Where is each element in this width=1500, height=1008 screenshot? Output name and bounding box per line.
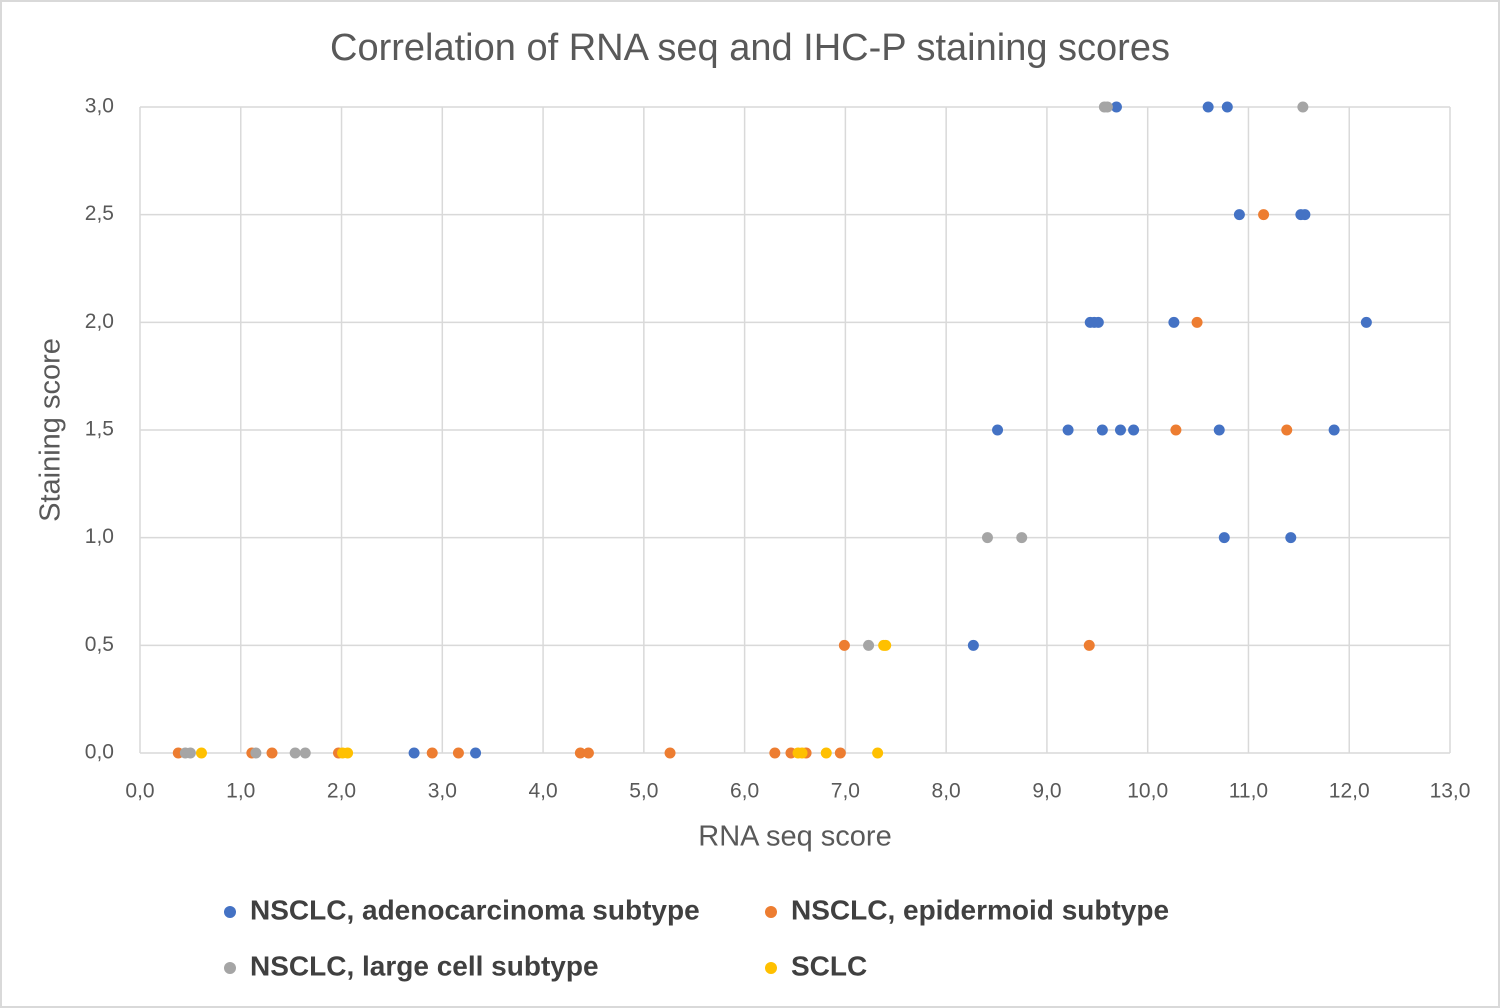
data-point	[863, 639, 875, 651]
data-point	[299, 747, 311, 759]
y-tick-label: 2,0	[85, 310, 114, 333]
data-point	[1202, 101, 1214, 113]
x-tick-label: 1,0	[226, 780, 255, 803]
legend-marker	[765, 962, 777, 974]
x-axis-title: RNA seq score	[698, 821, 891, 853]
legend-marker	[224, 962, 236, 974]
data-point	[1114, 424, 1126, 436]
data-point	[582, 747, 594, 759]
data-point	[195, 747, 207, 759]
data-point	[184, 747, 196, 759]
data-point	[452, 747, 464, 759]
chart-title: Correlation of RNA seq and IHC-P stainin…	[330, 27, 1170, 69]
data-point	[1016, 532, 1028, 544]
x-tick-label: 12,0	[1329, 780, 1370, 803]
x-tick-label: 0,0	[125, 780, 154, 803]
x-tick-label: 2,0	[327, 780, 356, 803]
legend-marker	[224, 906, 236, 918]
data-point	[289, 747, 301, 759]
data-point	[967, 639, 979, 651]
data-point	[796, 747, 808, 759]
data-point	[1281, 424, 1293, 436]
data-point	[470, 747, 482, 759]
data-point	[426, 747, 438, 759]
data-point	[664, 747, 676, 759]
data-point	[1083, 639, 1095, 651]
legend-marker	[765, 906, 777, 918]
data-point	[1101, 101, 1113, 113]
data-point	[1360, 316, 1372, 328]
data-point	[1221, 101, 1233, 113]
y-tick-label: 1,5	[85, 418, 114, 441]
y-tick-label: 3,0	[85, 95, 114, 118]
data-point	[1096, 424, 1108, 436]
data-point	[1297, 101, 1309, 113]
data-point	[1128, 424, 1140, 436]
x-tick-label: 4,0	[528, 780, 557, 803]
y-tick-label: 1,0	[85, 525, 114, 548]
y-tick-label: 0,5	[85, 633, 114, 656]
data-point	[1170, 424, 1182, 436]
data-point	[1191, 316, 1203, 328]
data-point	[880, 639, 892, 651]
data-point	[1213, 424, 1225, 436]
data-point	[1328, 424, 1340, 436]
data-point	[408, 747, 420, 759]
x-tick-label: 8,0	[932, 780, 961, 803]
data-point	[834, 747, 846, 759]
legend-label: NSCLC, adenocarcinoma subtype	[250, 894, 700, 925]
data-point	[1168, 316, 1180, 328]
y-axis-title: Staining score	[35, 338, 67, 522]
data-point	[820, 747, 832, 759]
x-tick-label: 13,0	[1430, 780, 1471, 803]
legend-label: SCLC	[791, 950, 867, 981]
data-point	[1258, 209, 1270, 221]
data-point	[1092, 316, 1104, 328]
data-point	[1062, 424, 1074, 436]
data-point	[1110, 101, 1122, 113]
legend-label: NSCLC, epidermoid subtype	[791, 894, 1169, 925]
y-tick-label: 0,0	[85, 741, 114, 764]
data-point	[1285, 532, 1297, 544]
data-point	[992, 424, 1004, 436]
x-tick-label: 10,0	[1127, 780, 1168, 803]
data-point	[872, 747, 884, 759]
x-tick-label: 7,0	[831, 780, 860, 803]
data-point	[1218, 532, 1230, 544]
legend-label: NSCLC, large cell subtype	[250, 950, 599, 981]
x-tick-label: 9,0	[1032, 780, 1061, 803]
x-tick-label: 5,0	[629, 780, 658, 803]
x-tick-label: 6,0	[730, 780, 759, 803]
data-point	[574, 747, 586, 759]
data-point	[769, 747, 781, 759]
x-tick-label: 11,0	[1229, 780, 1268, 803]
data-point	[266, 747, 278, 759]
y-tick-label: 2,5	[85, 202, 114, 225]
data-point	[838, 639, 850, 651]
data-point	[250, 747, 262, 759]
data-point	[981, 532, 993, 544]
x-tick-label: 3,0	[428, 780, 457, 803]
data-point	[1299, 209, 1311, 221]
data-point	[342, 747, 354, 759]
data-point	[1233, 209, 1245, 221]
